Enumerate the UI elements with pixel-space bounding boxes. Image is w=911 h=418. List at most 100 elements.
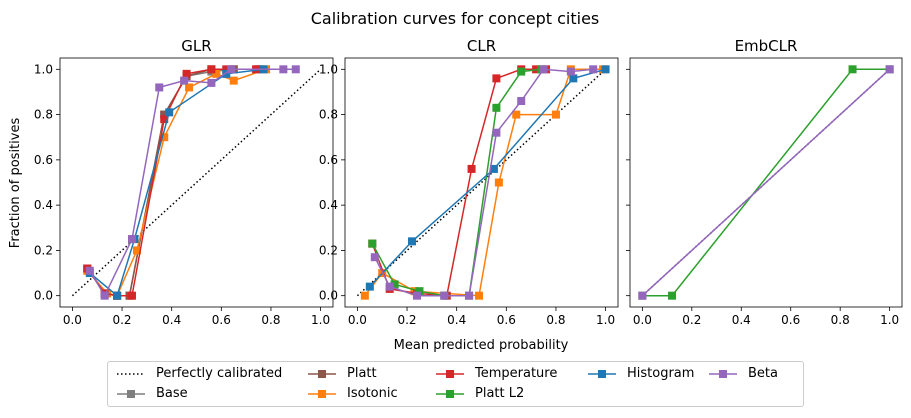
data-point-beta <box>370 253 379 262</box>
panel-title: CLR <box>467 37 496 55</box>
x-tick-label: 0.6 <box>497 313 516 327</box>
data-point-beta <box>566 67 575 76</box>
x-tick-label: 0.8 <box>546 313 565 327</box>
data-point-beta <box>85 266 94 275</box>
data-point-temperature <box>127 291 136 300</box>
series-line-beta <box>374 68 594 297</box>
x-tick-label: 1.0 <box>880 313 899 327</box>
subplot-panels: GLR0.00.00.20.20.40.40.60.60.80.81.01.0C… <box>34 37 903 327</box>
series-line-isotonic <box>86 68 267 297</box>
y-tick-label: 0.4 <box>319 198 338 212</box>
data-point-beta <box>155 83 164 92</box>
y-axis-label: Fraction of positives <box>8 118 23 249</box>
legend-item-beta: Beta <box>708 366 778 381</box>
legend-item-base: Base <box>116 386 188 401</box>
series-line-plattl2 <box>371 68 542 297</box>
x-tick-label: 0.4 <box>732 313 751 327</box>
legend-item-isotonic: Isotonic <box>307 386 398 401</box>
data-point-beta <box>539 65 548 74</box>
data-point-isotonic <box>360 291 369 300</box>
data-point-isotonic <box>160 133 169 142</box>
data-point-histogram <box>408 237 417 246</box>
legend-label: Isotonic <box>347 386 398 401</box>
data-point-beta <box>180 76 189 85</box>
panel-title: EmbCLR <box>735 37 798 55</box>
y-tick-label: 0.6 <box>34 153 53 167</box>
x-tick-label: 0.2 <box>682 313 701 327</box>
y-tick-label: 0.2 <box>34 243 53 257</box>
x-tick-label: 0.2 <box>397 313 416 327</box>
data-point-plattl2 <box>415 287 424 296</box>
data-point-plattl2 <box>517 67 526 76</box>
data-point-temperature <box>222 65 231 74</box>
figure-suptitle: Calibration curves for concept cities <box>311 9 600 28</box>
legend-swatch <box>308 389 336 398</box>
data-point-plattl2 <box>368 239 377 248</box>
x-tick-label: 0.0 <box>63 313 82 327</box>
data-point-beta <box>412 291 421 300</box>
data-point-temperature <box>160 115 169 124</box>
data-point-plattl2 <box>848 65 857 74</box>
data-point-isotonic <box>512 110 521 119</box>
axes-frame <box>629 57 903 308</box>
data-point-histogram <box>569 74 578 83</box>
x-tick-label: 0.8 <box>261 313 280 327</box>
legend-label: Platt <box>347 366 377 381</box>
legend-swatch <box>709 369 737 378</box>
data-point-plattl2 <box>492 103 501 112</box>
y-tick-label: 1.0 <box>319 62 338 76</box>
y-tick-label: 0.0 <box>319 289 338 303</box>
legend-label: Beta <box>748 366 778 381</box>
x-tick-label: 0.0 <box>633 313 652 327</box>
data-point-beta <box>517 97 526 106</box>
axes-frame <box>344 57 619 308</box>
legend-swatch <box>436 389 464 398</box>
y-tick-label: 0.4 <box>34 198 53 212</box>
x-tick-label: 0.6 <box>212 313 231 327</box>
y-tick-label: 0.8 <box>319 108 338 122</box>
data-point-histogram <box>222 69 231 78</box>
data-point-beta <box>589 65 598 74</box>
panel-glr: GLR 0.0 0.0 0.2 0.2 0.4 0.4 0.6 0.6 0.8 0.8 1.0 1.0 <box>34 37 334 327</box>
legend-label: Base <box>156 386 188 401</box>
data-point-beta <box>465 291 474 300</box>
legend-label: Perfectly calibrated <box>156 366 283 381</box>
data-point-beta <box>279 65 288 74</box>
data-point-temperature <box>207 65 216 74</box>
perfectly-calibrated-line <box>356 68 607 297</box>
y-tick-label: 0.0 <box>34 289 53 303</box>
data-point-beta <box>492 128 501 137</box>
data-point-beta <box>100 291 109 300</box>
series-line-plattl2 <box>642 68 890 297</box>
data-point-isotonic <box>551 110 560 119</box>
data-point-plattl2 <box>668 291 677 300</box>
data-point-beta <box>227 65 236 74</box>
perfectly-calibrated-line <box>71 68 322 297</box>
legend: Perfectly calibrated Base Platt Isotonic Tem… <box>107 361 804 407</box>
x-tick-label: 0.2 <box>112 313 131 327</box>
data-point-beta <box>127 235 136 244</box>
data-point-beta <box>638 291 647 300</box>
data-point-beta <box>440 291 449 300</box>
series-line-temperature <box>86 68 257 297</box>
data-point-histogram <box>165 108 174 117</box>
data-point-plattl2 <box>390 280 399 289</box>
legend-label: Platt L2 <box>475 386 525 401</box>
x-tick-label: 1.0 <box>596 313 615 327</box>
panel-clr: CLR 0.0 0.0 0.2 0.2 0.4 0.4 0.6 0.6 0.8 0.8 1.0 1.0 <box>319 37 619 327</box>
series-line-beta <box>641 68 891 297</box>
x-tick-label: 0.4 <box>447 313 466 327</box>
y-tick-label: 0.2 <box>319 243 338 257</box>
data-point-isotonic <box>494 178 503 187</box>
y-tick-label: 1.0 <box>34 62 53 76</box>
data-point-platt <box>160 110 169 119</box>
series-line-histogram <box>89 68 264 297</box>
x-tick-label: 0.0 <box>348 313 367 327</box>
data-point-temperature <box>467 164 476 173</box>
x-tick-label: 0.8 <box>831 313 850 327</box>
legend-item-histogram: Histogram <box>587 366 694 381</box>
data-point-histogram <box>489 164 498 173</box>
data-point-temperature <box>492 74 501 83</box>
series-line-beta <box>89 68 296 298</box>
legend-item-plattl2: Platt L2 <box>435 386 524 401</box>
